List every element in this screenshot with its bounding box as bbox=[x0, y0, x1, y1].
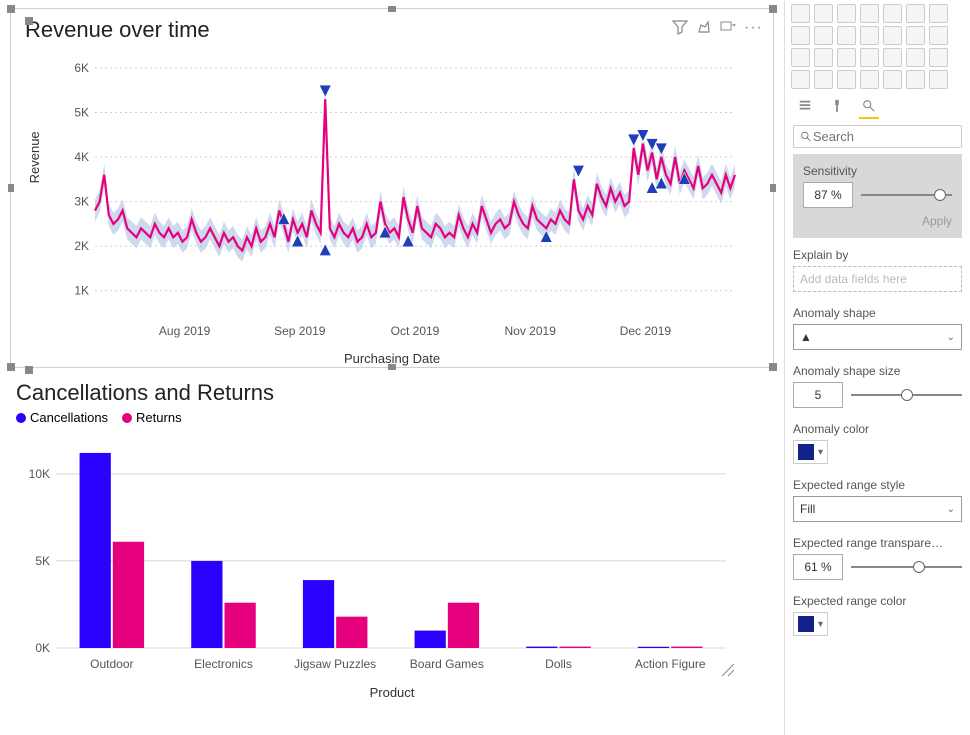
legend-item: Returns bbox=[122, 410, 182, 425]
sensitivity-label: Sensitivity bbox=[803, 164, 952, 178]
apply-button[interactable]: Apply bbox=[803, 214, 952, 228]
svg-text:6K: 6K bbox=[74, 61, 89, 75]
svg-text:Electronics: Electronics bbox=[194, 657, 253, 671]
svg-text:4K: 4K bbox=[74, 150, 89, 164]
viz-type-icon[interactable] bbox=[814, 70, 833, 89]
svg-text:Dec 2019: Dec 2019 bbox=[620, 324, 672, 338]
svg-text:Board Games: Board Games bbox=[410, 657, 484, 671]
expected-range-color-picker[interactable]: ▾ bbox=[793, 612, 828, 636]
viz-type-icon[interactable] bbox=[860, 26, 879, 45]
visualizations-pane: Sensitivity 87 % Apply Explain by Add da… bbox=[784, 0, 970, 735]
viz-type-grid bbox=[785, 0, 970, 93]
y-axis-title: Revenue bbox=[27, 131, 42, 183]
viz-type-icon[interactable] bbox=[906, 26, 925, 45]
svg-text:0K: 0K bbox=[35, 641, 50, 655]
svg-text:1K: 1K bbox=[74, 284, 89, 298]
more-icon[interactable]: ··· bbox=[744, 19, 763, 37]
fields-tab-icon[interactable] bbox=[795, 99, 815, 119]
viz-type-icon[interactable] bbox=[929, 70, 948, 89]
chart-title: Revenue over time bbox=[25, 17, 759, 43]
svg-text:Sep 2019: Sep 2019 bbox=[274, 324, 326, 338]
expected-range-transp-group: Expected range transpare… 61 % bbox=[793, 536, 962, 580]
viz-type-icon[interactable] bbox=[791, 4, 810, 23]
viz-type-icon[interactable] bbox=[860, 4, 879, 23]
focus-icon[interactable] bbox=[720, 19, 736, 35]
sensitivity-value[interactable]: 87 % bbox=[803, 182, 853, 208]
expected-range-style-group: Expected range style Fill⌄ bbox=[793, 478, 962, 522]
viz-type-icon[interactable] bbox=[837, 26, 856, 45]
anomaly-shape-size-group: Anomaly shape size 5 bbox=[793, 364, 962, 408]
viz-type-icon[interactable] bbox=[906, 48, 925, 67]
anomaly-color-group: Anomaly color ▾ bbox=[793, 422, 962, 464]
viz-type-icon[interactable] bbox=[791, 70, 810, 89]
anomaly-shape-group: Anomaly shape ▲⌄ bbox=[793, 306, 962, 350]
format-tabs bbox=[785, 93, 970, 119]
analytics-tab-icon[interactable] bbox=[859, 99, 879, 119]
svg-text:Oct 2019: Oct 2019 bbox=[391, 324, 440, 338]
format-search[interactable] bbox=[793, 125, 962, 148]
anomaly-size-slider[interactable] bbox=[851, 385, 962, 405]
revenue-chart-card[interactable]: Revenue over time ··· Revenue 1K 2K 3K 4K 5K… bbox=[10, 8, 774, 368]
expected-range-style-select[interactable]: Fill⌄ bbox=[793, 496, 962, 522]
bar-chart-title: Cancellations and Returns bbox=[16, 380, 768, 406]
viz-type-icon[interactable] bbox=[837, 70, 856, 89]
cancellations-chart-card[interactable]: Cancellations and Returns Cancellations R… bbox=[10, 380, 774, 700]
viz-type-icon[interactable] bbox=[883, 70, 902, 89]
bar-legend: Cancellations Returns bbox=[16, 410, 768, 425]
viz-type-icon[interactable] bbox=[906, 4, 925, 23]
svg-text:Nov 2019: Nov 2019 bbox=[505, 324, 557, 338]
viz-type-icon[interactable] bbox=[791, 48, 810, 67]
svg-text:3K: 3K bbox=[74, 195, 89, 209]
viz-type-icon[interactable] bbox=[929, 48, 948, 67]
svg-text:10K: 10K bbox=[29, 467, 50, 481]
search-icon bbox=[800, 130, 813, 144]
viz-type-icon[interactable] bbox=[860, 70, 879, 89]
spotlight-icon[interactable] bbox=[696, 19, 712, 35]
sensitivity-slider[interactable] bbox=[861, 185, 952, 205]
revenue-line-chart: 1K 2K 3K 4K 5K 6K Aug 2019 Sep 2019 Oct 2019 Nov … bbox=[55, 49, 745, 349]
viz-type-icon[interactable] bbox=[791, 26, 810, 45]
svg-text:Aug 2019: Aug 2019 bbox=[159, 324, 211, 338]
svg-text:Action Figure: Action Figure bbox=[635, 657, 706, 671]
explain-by-group: Explain by Add data fields here bbox=[793, 248, 962, 292]
viz-type-icon[interactable] bbox=[929, 26, 948, 45]
explain-by-dropzone[interactable]: Add data fields here bbox=[793, 266, 962, 292]
bar-x-axis-title: Product bbox=[16, 685, 768, 700]
viz-type-icon[interactable] bbox=[883, 26, 902, 45]
viz-type-icon[interactable] bbox=[883, 48, 902, 67]
expected-range-transp-value[interactable]: 61 % bbox=[793, 554, 843, 580]
viz-type-icon[interactable] bbox=[929, 4, 948, 23]
viz-type-icon[interactable] bbox=[837, 4, 856, 23]
cancellations-bar-chart: 0K 5K 10K Outdoor Electronics Jigsaw Puzzles B… bbox=[16, 433, 736, 678]
svg-text:Outdoor: Outdoor bbox=[90, 657, 133, 671]
viz-type-icon[interactable] bbox=[814, 26, 833, 45]
viz-type-icon[interactable] bbox=[883, 4, 902, 23]
svg-text:5K: 5K bbox=[74, 105, 89, 119]
sensitivity-group: Sensitivity 87 % Apply bbox=[793, 154, 962, 238]
expected-range-color-group: Expected range color ▾ bbox=[793, 594, 962, 636]
format-tab-icon[interactable] bbox=[827, 99, 847, 119]
anomaly-shape-select[interactable]: ▲⌄ bbox=[793, 324, 962, 350]
svg-text:Dolls: Dolls bbox=[545, 657, 572, 671]
filter-icon[interactable] bbox=[672, 19, 688, 35]
viz-type-icon[interactable] bbox=[860, 48, 879, 67]
svg-text:Jigsaw Puzzles: Jigsaw Puzzles bbox=[294, 657, 376, 671]
viz-type-icon[interactable] bbox=[814, 48, 833, 67]
viz-type-icon[interactable] bbox=[837, 48, 856, 67]
search-input[interactable] bbox=[813, 129, 955, 144]
svg-text:2K: 2K bbox=[74, 239, 89, 253]
svg-text:5K: 5K bbox=[35, 554, 50, 568]
legend-item: Cancellations bbox=[16, 410, 108, 425]
anomaly-size-value[interactable]: 5 bbox=[793, 382, 843, 408]
viz-type-icon[interactable] bbox=[814, 4, 833, 23]
anomaly-color-picker[interactable]: ▾ bbox=[793, 440, 828, 464]
viz-type-icon[interactable] bbox=[906, 70, 925, 89]
expected-range-transp-slider[interactable] bbox=[851, 557, 962, 577]
